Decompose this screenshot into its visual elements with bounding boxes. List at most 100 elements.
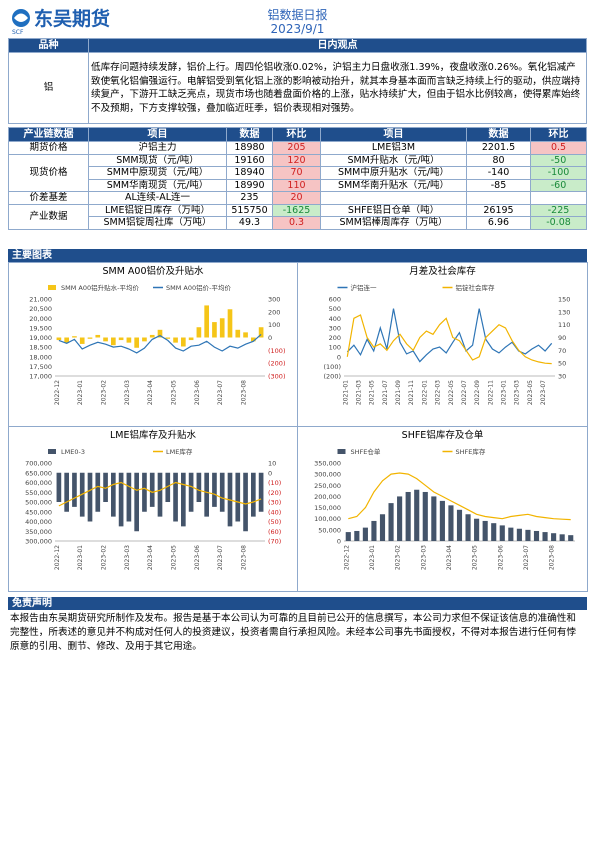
x-tick-label: 2023-07 [523,545,530,570]
x-tick-label: 2022-09 [474,380,481,405]
y-tick-label: 21,000 [29,296,52,304]
cell: 沪铝主力 [88,141,227,155]
y2-tick-label: (20) [268,489,281,497]
y-tick-label: 600 [329,296,341,304]
x-tick-label: 2023-01 [77,380,84,405]
cell: SMM华南现货（元/吨） [88,178,227,192]
x-tick-label: 2023-08 [241,380,248,405]
x-tick-label: 2021-01 [342,380,349,405]
bar [551,533,557,541]
cell: LME铝3M [320,141,467,155]
bar [126,337,132,343]
legend-label: LME0-3 [61,448,85,456]
bar [56,472,62,502]
y-tick-label: 700,000 [25,460,52,468]
bar [181,472,186,527]
legend-label: 铝锭社会库存 [456,283,496,292]
line [58,481,262,507]
chart-box: SMM A00铝价及升贴水 SMM A00铝升贴水-平均价 SMM A00铝价-平均… [8,262,298,427]
bar [499,525,505,541]
y2-tick-label: (70) [268,538,281,546]
bar [431,496,437,541]
bar [482,520,488,541]
x-tick-label: 2023-06 [194,545,201,570]
y-tick-label: 550,000 [25,489,52,497]
cell: 19160 [226,153,273,167]
bar [157,329,163,338]
y-tick-label: 350,000 [25,528,52,536]
y2-tick-label: 50 [558,360,566,368]
y-tick-label: 18,000 [29,353,52,361]
y-tick-label: 20,500 [29,305,52,313]
row: SMM华南现货（元/吨） 18990 110 SMM华南升贴水（元/吨） -85 -60 [9,178,587,192]
logo: 东吴期货 SCF [12,7,110,36]
cell: 80 [466,153,531,167]
bar [87,337,93,339]
cell: 铝 [8,52,89,124]
bar [87,472,93,522]
bar [188,337,194,341]
row: SMM中原现货（元/吨） 18940 70 SMM中原升贴水（元/吨） -140 -100 [9,166,587,180]
bar [448,505,454,541]
bar [173,337,178,343]
legend-swatch [337,449,346,454]
report-date: 2023/9/1 [270,22,325,36]
cell: 日内观点 [88,38,587,53]
x-tick-label: 2021-11 [408,380,415,405]
chart-box: SHFE铝库存及仓单 SHFE仓单 SHFE库存 350,000 300,000 250,… [297,426,588,592]
chart: SMM A00铝价及升贴水 SMM A00铝升贴水-平均价 SMM A00铝价-平均… [29,265,285,405]
cell: 70 [272,166,321,180]
bar [525,529,531,541]
bar [188,472,194,512]
y-tick-label: 20,000 [29,315,52,323]
bar [212,472,217,507]
row: 产业数据 LME铝锭日库存（万吨） 515750 -1625 SHFE铝日仓单（吨） 26… [8,203,587,230]
bar [397,496,403,541]
y-tick-label: (200) [324,373,341,381]
x-tick-label: 2023-06 [194,380,201,405]
header: 铝数据日报 2023/9/1 [0,8,595,36]
cell: 环比 [530,127,587,142]
chart-title: SHFE铝库存及仓单 [402,429,484,441]
bar [149,334,155,338]
report-title: 铝数据日报 [267,8,328,22]
cell: -140 [466,166,531,180]
cell: 515750 [226,203,273,217]
line [348,472,571,521]
y-tick-label: 150,000 [314,504,341,512]
bar [181,337,186,347]
cell: 项目 [320,127,467,142]
legend-label: 沪铝连一 [351,283,378,292]
y-tick-label: 200,000 [314,493,341,501]
line [58,333,262,354]
bar [251,472,256,517]
bar [516,528,522,541]
x-tick-label: 2023-01 [77,545,84,570]
cell: SHFE铝日仓单（吨） [320,203,467,217]
x-tick-label: 2023-05 [527,380,534,405]
bar [474,518,480,541]
disclaimer-text: 本报告由东吴期货研究所制作及发布。报告是基于本公司认为可靠的且目前已公开的信息撰… [10,613,577,652]
y-tick-label: 300,000 [25,538,52,546]
bar [379,514,386,541]
x-tick-label: 2023-05 [472,545,479,570]
cell: 数据 [466,127,531,142]
cell: -100 [530,166,587,180]
row: 期货价格 沪铝主力 18980 205 LME铝3M 2201.5 0.5 [8,141,587,155]
x-tick-label: 2023-03 [514,380,521,405]
y2-tick-label: (60) [268,528,281,536]
cell: 120 [272,153,321,167]
y2-tick-label: (100) [268,347,285,355]
y-tick-label: 19,000 [29,334,52,342]
cell: 18940 [226,166,273,180]
y2-tick-label: (200) [268,360,285,368]
bar [258,472,264,512]
cell: AL连续-AL连一 [88,191,227,205]
legend-swatch [48,285,56,290]
x-tick-label: 2022-03 [435,380,442,405]
legend-label: LME库存 [166,447,193,456]
bar [204,305,209,338]
x-tick-label: 2022-12 [54,545,61,570]
line [346,314,552,365]
cell: 环比 [272,127,321,142]
